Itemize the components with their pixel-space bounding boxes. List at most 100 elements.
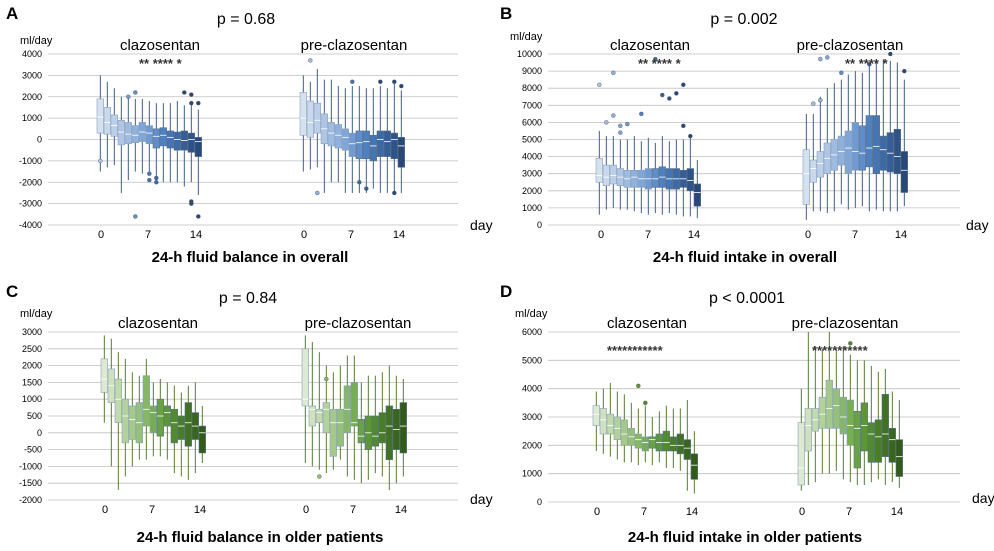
group-label-pre-clazosentan: pre-clazosentan	[792, 315, 899, 332]
box	[152, 128, 160, 149]
panel-label: C	[6, 282, 18, 301]
outlier-point	[674, 91, 679, 96]
outlier-point	[189, 201, 194, 206]
box	[362, 130, 370, 160]
x-axis-label: day	[966, 217, 989, 233]
significance-stars: ** **** *	[139, 56, 183, 71]
panel-label: B	[500, 4, 512, 23]
panel-c: C p = 0.84 ml/day clazosentan pre-clazos…	[6, 282, 493, 546]
y-tick-label: -2000	[19, 177, 42, 187]
outlier-point	[639, 111, 644, 117]
y-tick-label: 1000	[22, 394, 42, 404]
box	[166, 130, 174, 149]
outlier-point	[189, 92, 194, 97]
box	[149, 405, 157, 434]
series-clazosentan	[592, 383, 698, 494]
y-tick-label: 3000	[22, 70, 42, 80]
panel-b: B p = 0.002 ml/day clazosentan pre-clazo…	[500, 4, 989, 266]
panel-bottom-title: 24-h fluid balance in older patients	[137, 529, 384, 546]
box	[369, 134, 377, 162]
box	[121, 398, 129, 444]
x-axis-label: day	[470, 217, 493, 233]
outlier-point	[196, 100, 201, 106]
panel-d: D p < 0.0001 ml/day clazosentan pre-claz…	[500, 282, 994, 546]
x-tick-label: 0	[594, 506, 600, 518]
x-tick-label: 14	[686, 506, 698, 518]
group-label-clazosentan: clazosentan	[120, 37, 200, 54]
outlier-point	[324, 376, 329, 382]
group-label-pre-clazosentan: pre-clazosentan	[301, 37, 408, 54]
x-axis-label: day	[972, 490, 994, 506]
x-tick-label: 0	[301, 229, 307, 241]
y-unit-label: ml/day	[20, 308, 53, 320]
outlier-point	[392, 190, 397, 196]
box	[900, 151, 908, 193]
outlier-point	[399, 83, 404, 89]
outlier-point	[636, 383, 641, 389]
box	[599, 408, 607, 435]
y-tick-label: -2000	[19, 495, 42, 505]
box	[837, 135, 845, 166]
outlier-point	[818, 56, 823, 62]
box	[662, 430, 670, 452]
panel-bottom-title: 24-h fluid intake in overall	[653, 249, 837, 266]
panel-label: D	[500, 282, 512, 301]
y-tick-label: 8000	[522, 83, 542, 93]
box	[350, 382, 358, 427]
y-tick-label: -1500	[19, 478, 42, 488]
box	[676, 433, 684, 455]
box	[357, 419, 365, 444]
y-tick-label: 2000	[522, 440, 542, 450]
box	[383, 130, 391, 157]
outlier-point	[811, 101, 816, 106]
x-tick-label: 0	[799, 506, 805, 518]
box	[194, 137, 202, 157]
box	[128, 405, 136, 440]
outlier-point	[660, 92, 665, 98]
outlier-point	[818, 97, 823, 103]
outlier-point	[667, 96, 672, 101]
box	[669, 436, 677, 452]
y-tick-label: 0	[37, 135, 42, 145]
box	[156, 398, 164, 437]
outlier-point	[643, 400, 648, 406]
outlier-point	[189, 100, 194, 106]
outlier-point	[133, 214, 138, 219]
y-tick-label: 1000	[522, 469, 542, 479]
y-unit-label: ml/day	[510, 31, 543, 43]
group-label-pre-clazosentan: pre-clazosentan	[305, 315, 412, 332]
box	[609, 164, 617, 185]
series-clazosentan	[100, 335, 206, 490]
outlier-point	[625, 121, 630, 127]
y-tick-label: 1000	[522, 203, 542, 213]
outlier-point	[364, 186, 369, 191]
box	[159, 127, 167, 147]
box	[145, 125, 153, 145]
y-tick-label: 1000	[22, 113, 42, 123]
box	[315, 408, 323, 424]
box	[825, 379, 833, 429]
box	[816, 151, 824, 178]
y-tick-label: 0	[37, 428, 42, 438]
outlier-point	[618, 123, 623, 129]
box	[893, 128, 901, 175]
box	[142, 375, 150, 427]
box	[100, 358, 108, 393]
significance-stars: ***********	[607, 343, 664, 358]
group-label-clazosentan: clazosentan	[118, 315, 198, 332]
outlier-point	[611, 70, 616, 76]
box	[173, 131, 181, 151]
box	[690, 453, 698, 480]
panel-title: p = 0.84	[219, 290, 277, 307]
box	[648, 436, 656, 449]
box	[198, 425, 206, 454]
panel-title: p = 0.002	[710, 11, 777, 28]
group-label-pre-clazosentan: pre-clazosentan	[797, 37, 904, 54]
box	[693, 183, 701, 207]
box	[804, 408, 812, 452]
box	[832, 388, 840, 429]
y-tick-label: 0	[537, 497, 542, 507]
y-tick-label: 3000	[22, 327, 42, 337]
box	[327, 122, 335, 147]
